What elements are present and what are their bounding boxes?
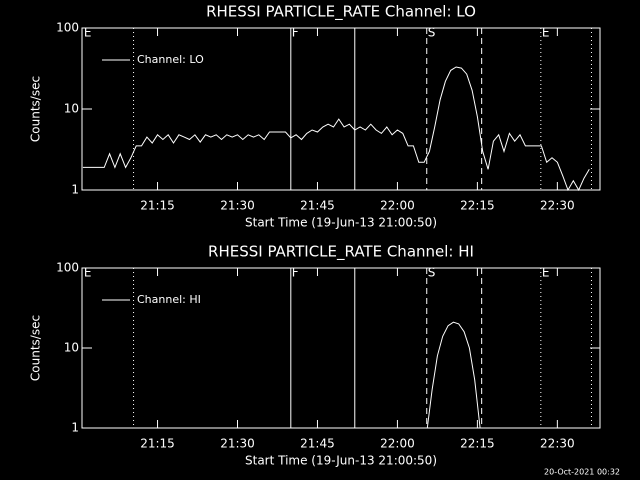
x-tick-label: 22:00 [380, 437, 415, 451]
chart-title: RHESSI PARTICLE_RATE Channel: HI [208, 243, 474, 262]
chart-title: RHESSI PARTICLE_RATE Channel: LO [206, 3, 476, 22]
x-axis-label: Start Time (19-Jun-13 21:00:50) [245, 454, 437, 468]
series-line [82, 66, 590, 192]
x-axis-label: Start Time (19-Jun-13 21:00:50) [245, 216, 437, 230]
x-tick-label: 22:00 [380, 199, 415, 213]
x-tick-label: 21:45 [300, 437, 335, 451]
x-tick-label: 21:15 [140, 199, 175, 213]
marker-label: S [428, 26, 436, 40]
legend-label: Channel: LO [137, 53, 204, 66]
series-line [426, 321, 481, 429]
y-tick-label: 100 [56, 261, 79, 275]
x-tick-label: 21:30 [220, 437, 255, 451]
marker-label: E [84, 266, 92, 280]
y-tick-label: 100 [56, 21, 79, 35]
x-tick-label: 22:15 [460, 437, 495, 451]
y-axis-label: Counts/sec [29, 315, 43, 381]
x-tick-label: 22:30 [540, 437, 575, 451]
footer-timestamp: 20-Oct-2021 00:32 [544, 468, 620, 477]
marker-label: E [542, 26, 550, 40]
y-tick-label: 10 [64, 102, 79, 116]
marker-label: F [292, 26, 299, 40]
marker-label: S [428, 266, 436, 280]
x-tick-label: 22:15 [460, 199, 495, 213]
y-tick-label: 10 [64, 341, 79, 355]
plot-frame [81, 267, 601, 429]
x-tick-label: 21:45 [300, 199, 335, 213]
y-tick-label: 1 [71, 421, 79, 435]
legend-label: Channel: HI [137, 293, 201, 306]
x-tick-label: 22:30 [540, 199, 575, 213]
y-axis-label: Counts/sec [29, 76, 43, 142]
marker-label: F [292, 266, 299, 280]
y-tick-label: 1 [71, 183, 79, 197]
marker-label: E [542, 266, 550, 280]
marker-label: E [84, 26, 92, 40]
x-tick-label: 21:30 [220, 199, 255, 213]
x-tick-label: 21:15 [140, 437, 175, 451]
